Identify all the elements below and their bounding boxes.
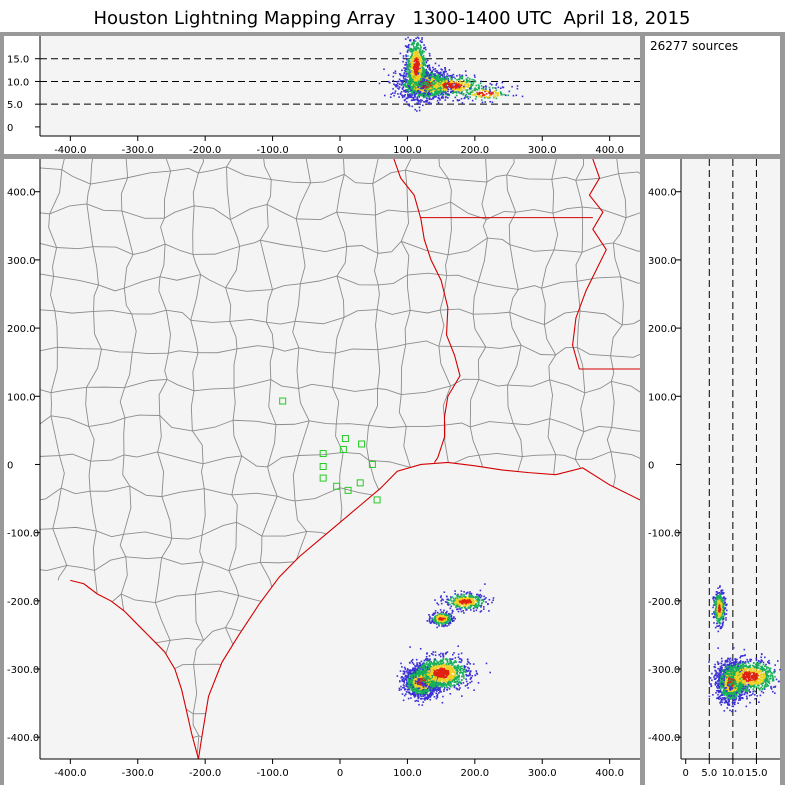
x-tick-label: -100.0 [256,768,288,779]
x-tick-label: -100.0 [256,145,288,156]
y-tick-label: 200.0 [648,324,677,335]
y-tick-label: 15.0 [7,55,29,66]
x-tick-label: -200.0 [189,768,221,779]
x-tick-label: 15.0 [745,768,767,779]
x-tick-label: -400.0 [54,145,86,156]
x-tick-label: 0 [683,768,689,779]
x-tick-label: 0 [337,768,343,779]
y-tick-label: 100.0 [7,392,36,403]
y-tick-label: 400.0 [7,188,36,199]
y-tick-label: -400.0 [648,733,680,744]
x-tick-label: 10.0 [722,768,744,779]
y-tick-label: 5.0 [7,100,23,111]
x-tick-label: 300.0 [528,145,557,156]
x-tick-label: -300.0 [122,145,154,156]
x-tick-label: -200.0 [189,145,221,156]
y-tick-label: 400.0 [648,188,677,199]
x-tick-label: 5.0 [701,768,717,779]
x-tick-label: 400.0 [595,768,624,779]
x-tick-label: 100.0 [393,768,422,779]
plan-view-panel: -400.0 -300.0 -200.0 -100.0 0 100.0 200.0 300.0… [0,131,663,785]
y-tick-label: 300.0 [648,256,677,267]
frame-right [780,32,785,785]
x-tick-label: 0 [337,145,343,156]
x-tick-label: -400.0 [54,768,86,779]
y-tick-label: 0 [648,460,654,471]
frame-divider [640,32,645,785]
y-tick-label: -300.0 [7,665,39,676]
frame-left [0,32,4,785]
y-tick-label: 200.0 [7,324,36,335]
y-tick-label: -300.0 [648,665,680,676]
y-tick-label: -200.0 [648,597,680,608]
y-tick-label: -400.0 [7,733,39,744]
x-tick-label: 400.0 [595,145,624,156]
frame-top [0,32,785,36]
sources-box: 26277 sources [645,36,780,154]
figure-title: Houston Lightning Mapping Array 1300-140… [93,8,690,29]
y-tick-label: 10.0 [7,77,29,88]
y-tick-label: -100.0 [7,529,39,540]
y-tick-label: -100.0 [648,529,680,540]
y-tick-label: 0 [7,460,13,471]
y-tick-label: 100.0 [648,392,677,403]
x-tick-label: 100.0 [393,145,422,156]
y-tick-label: 300.0 [7,256,36,267]
x-tick-label: -300.0 [122,768,154,779]
y-tick-label: -200.0 [7,597,39,608]
x-tick-label: 200.0 [461,768,490,779]
x-tick-label: 200.0 [461,145,490,156]
x-tick-label: 300.0 [528,768,557,779]
sources-count: 26277 sources [650,39,738,53]
y-tick-label: 0 [7,123,13,134]
